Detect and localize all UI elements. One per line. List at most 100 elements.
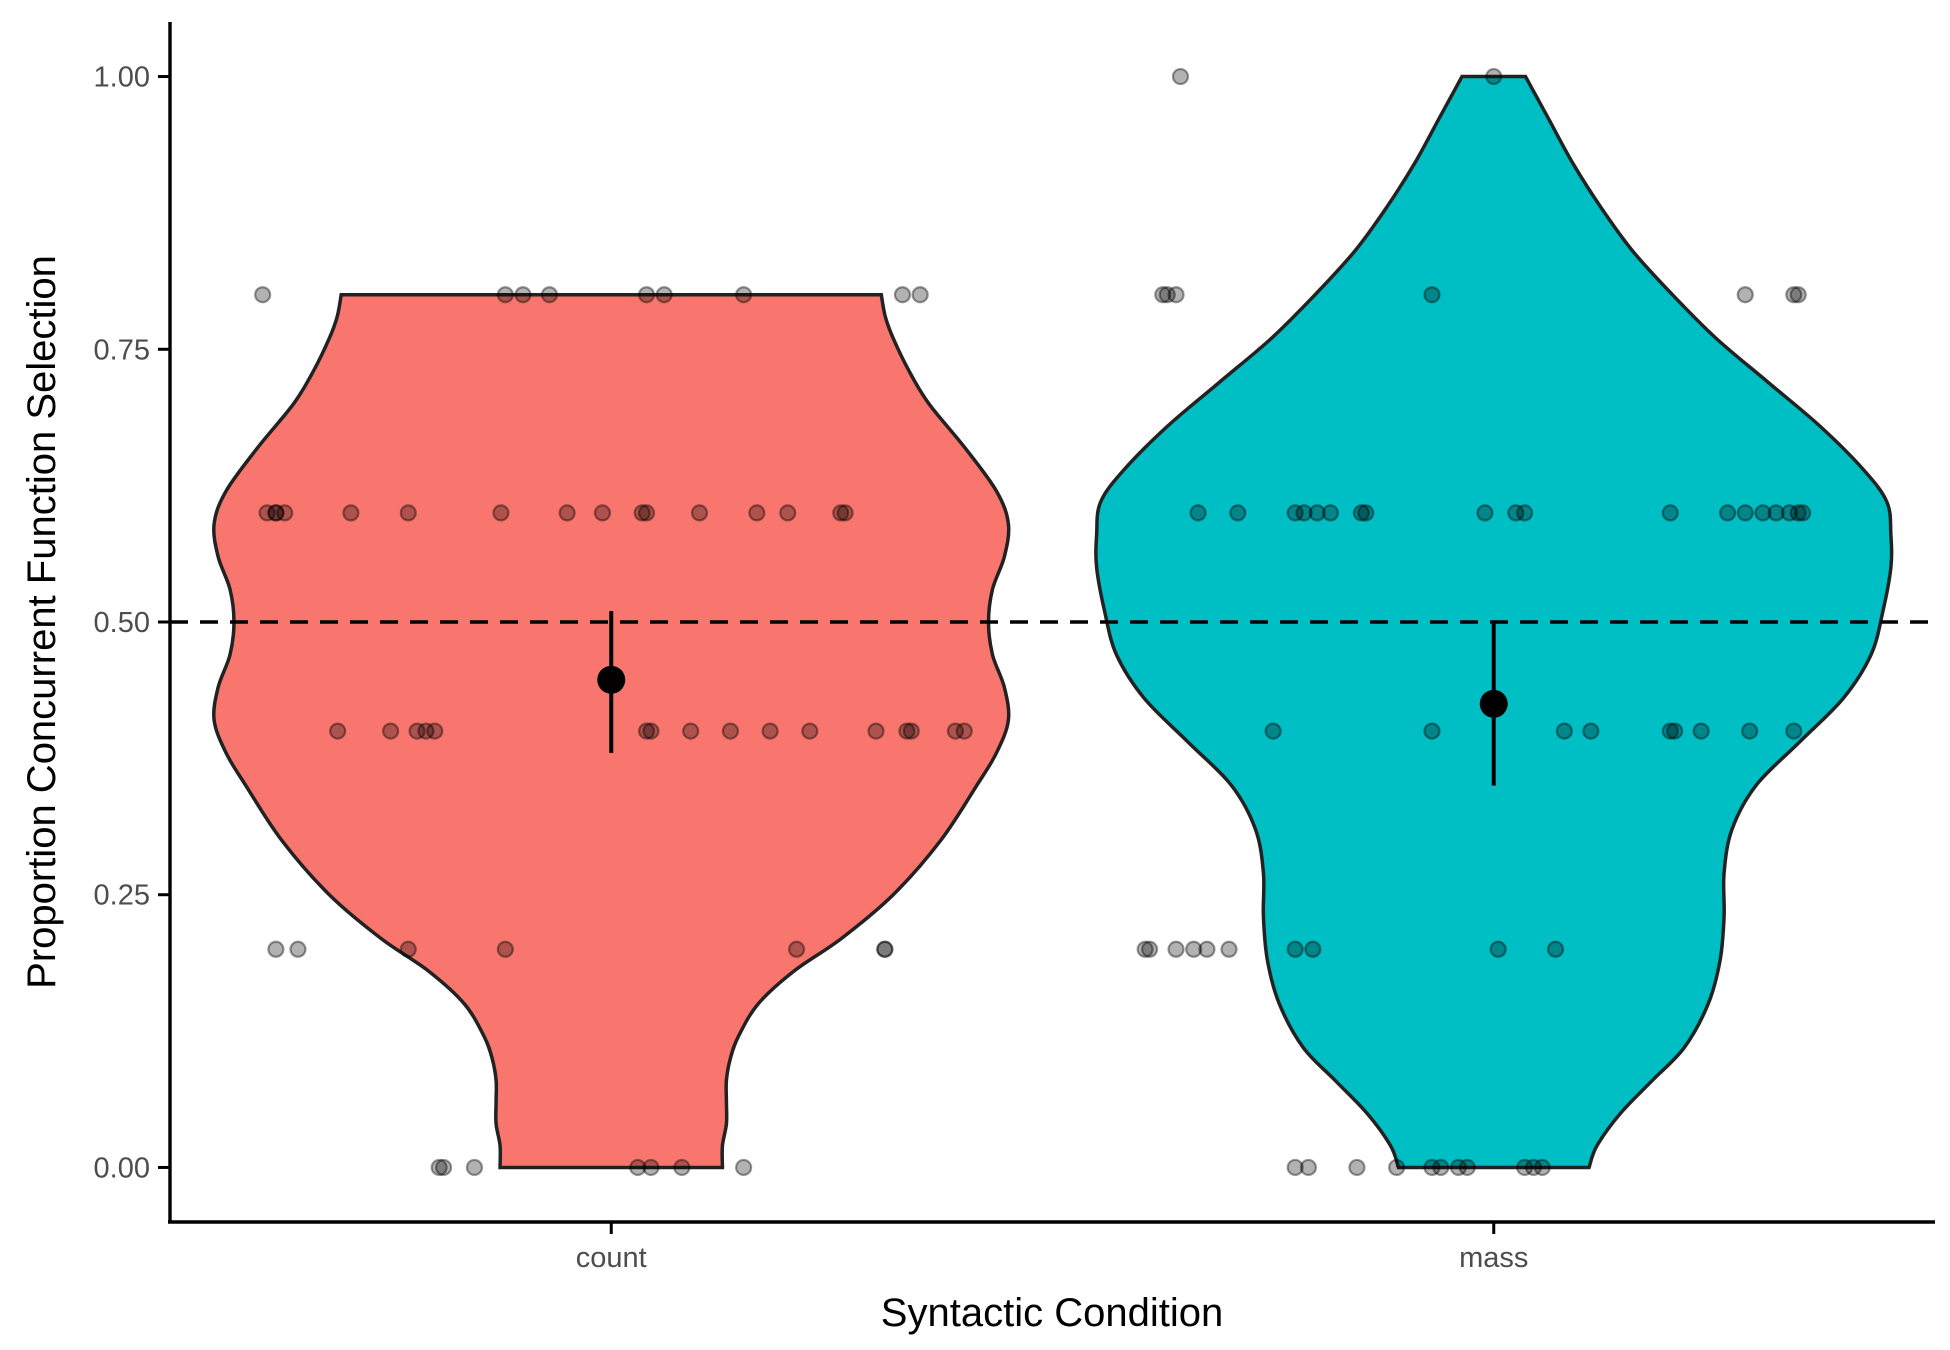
data-point-mass [1171, 67, 1190, 86]
data-point-mass [1546, 940, 1565, 958]
data-point-mass [1485, 67, 1503, 86]
data-point-mass [1167, 286, 1185, 304]
data-point-count [735, 1158, 753, 1177]
data-point-mass [1299, 1158, 1318, 1177]
y-tick-label: 1.00 [94, 62, 150, 94]
data-point-count [867, 722, 885, 740]
data-point-mass [1785, 286, 1803, 304]
x-tick-label-mass: mass [1459, 1242, 1528, 1274]
data-point-mass [1736, 504, 1754, 522]
data-point-count [540, 286, 559, 304]
data-point-count [267, 504, 285, 522]
data-point-count [267, 940, 285, 958]
data-point-mass [1458, 1158, 1476, 1177]
data-point-count [682, 722, 700, 740]
data-point-mass [1533, 1158, 1551, 1177]
data-point-count [637, 286, 656, 304]
data-point-mass [1516, 504, 1534, 522]
data-point-mass [1198, 940, 1216, 958]
data-point-mass [1304, 940, 1322, 958]
axes: 0.00 0.25 0.50 0.75 1.00 count mass [94, 22, 1935, 1274]
data-point-count [258, 504, 276, 522]
x-axis-title: Syntactic Condition [881, 1291, 1223, 1335]
data-point-mass [1220, 940, 1238, 958]
data-point-mass [1449, 1158, 1468, 1177]
y-tick-label: 0.75 [94, 334, 150, 366]
data-point-mass [1507, 504, 1525, 522]
data-point-count [946, 722, 965, 740]
data-point-count [289, 940, 307, 958]
data-point-mass [1423, 286, 1441, 304]
data-point-count [902, 722, 920, 740]
data-point-count [836, 504, 854, 522]
data-point-mass [1794, 504, 1812, 522]
data-point-count [748, 504, 766, 522]
data-point-mass [1423, 722, 1441, 740]
data-point-mass [1432, 1158, 1450, 1177]
data-point-count [382, 722, 400, 740]
data-point-count [832, 504, 850, 522]
data-point-mass [1348, 1158, 1366, 1177]
data-point-count [876, 940, 894, 958]
data-point-count [254, 286, 272, 304]
data-point-mass [1357, 504, 1375, 522]
data-point-count [329, 722, 347, 740]
data-point-count [514, 286, 532, 304]
data-point-mass [1154, 286, 1172, 304]
data-point-mass [1286, 1158, 1304, 1177]
data-point-count [399, 940, 417, 958]
data-point-mass [1780, 504, 1798, 522]
data-point-count [496, 940, 514, 958]
data-point-count [642, 1158, 660, 1177]
data-point-mass [1308, 504, 1326, 522]
mean-point-mass [1479, 689, 1508, 718]
data-point-mass [1352, 504, 1370, 522]
data-point-count [801, 722, 819, 740]
data-point-mass [1167, 940, 1185, 958]
data-point-count [637, 504, 656, 522]
data-point-mass [1264, 722, 1282, 740]
data-point-count [430, 1158, 448, 1177]
data-point-mass [1736, 286, 1754, 304]
data-point-count [267, 504, 285, 522]
data-point-count [673, 1158, 691, 1177]
data-point-count [642, 722, 660, 740]
data-point-mass [1321, 504, 1340, 522]
data-point-count [893, 286, 912, 304]
data-point-count [898, 722, 916, 740]
data-point-mass [1661, 722, 1679, 740]
data-point-count [655, 286, 673, 304]
data-point-count [342, 504, 360, 522]
data-point-count [761, 722, 779, 740]
data-point-count [465, 1158, 484, 1177]
data-point-mass [1719, 504, 1737, 522]
data-point-mass [1692, 722, 1710, 740]
data-point-mass [1423, 1158, 1441, 1177]
data-point-count [496, 286, 514, 304]
y-tick-label: 0.50 [94, 607, 150, 639]
data-point-mass [1189, 504, 1207, 522]
data-point-count [434, 1158, 453, 1177]
data-point-count [408, 722, 426, 740]
data-point-mass [1516, 1158, 1534, 1177]
data-point-count [276, 504, 294, 522]
data-point-count [721, 722, 739, 740]
data-point-mass [1388, 1158, 1406, 1177]
data-point-mass [1582, 722, 1600, 740]
data-point-mass [1741, 722, 1759, 740]
data-point-mass [1286, 940, 1304, 958]
data-point-mass [1489, 940, 1507, 958]
data-point-count [779, 504, 797, 522]
data-point-mass [1555, 722, 1573, 740]
data-point-mass [1295, 504, 1313, 522]
data-point-mass [1789, 504, 1807, 522]
data-point-count [690, 504, 709, 522]
data-point-mass [1158, 286, 1176, 304]
data-point-count [417, 722, 435, 740]
data-point-mass [1185, 940, 1203, 958]
mean-point-count [597, 665, 626, 694]
data-point-count [633, 504, 651, 522]
data-point-count [492, 504, 510, 522]
data-point-mass [1767, 504, 1785, 522]
